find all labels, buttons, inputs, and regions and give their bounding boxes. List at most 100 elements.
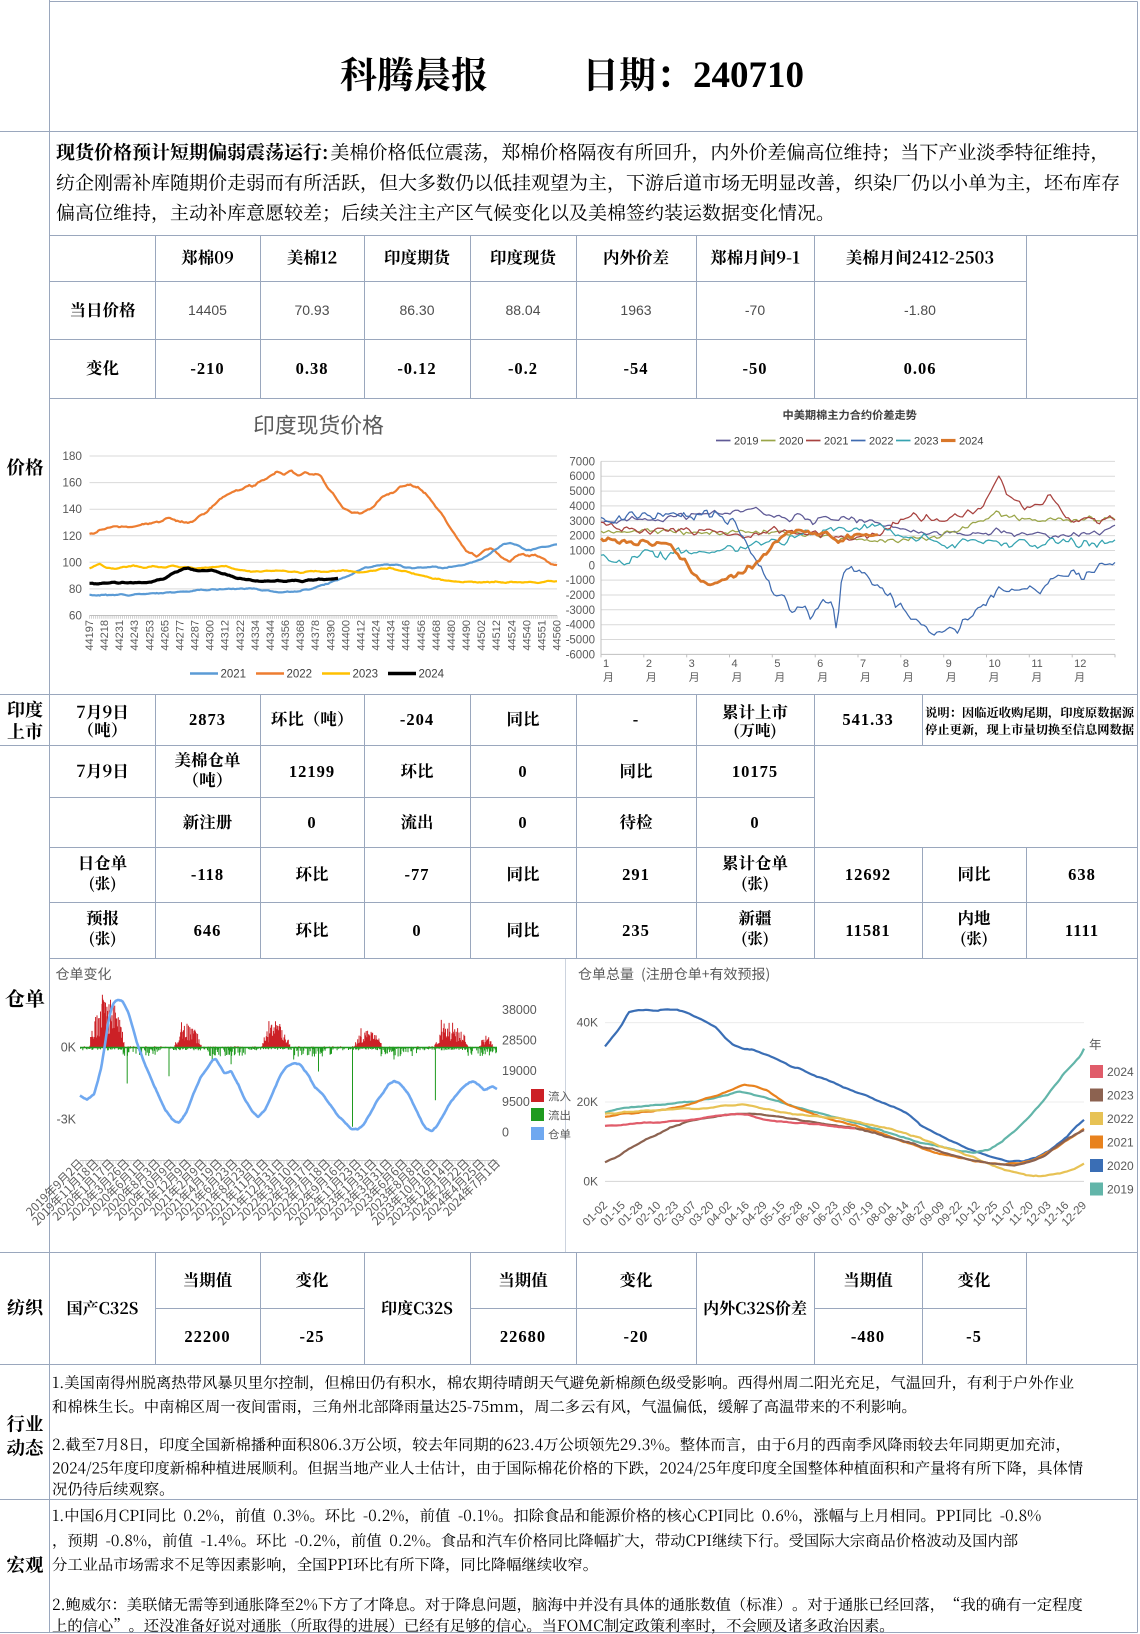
svg-text:5: 5 bbox=[774, 658, 780, 670]
svg-text:6: 6 bbox=[817, 658, 823, 670]
svg-text:4: 4 bbox=[732, 658, 738, 670]
svg-text:2020: 2020 bbox=[779, 436, 803, 448]
svg-text:44378: 44378 bbox=[310, 620, 322, 651]
svg-text:44322: 44322 bbox=[235, 620, 247, 651]
svg-text:-3000: -3000 bbox=[566, 605, 595, 617]
svg-text:-: - bbox=[633, 710, 640, 729]
svg-text:0: 0 bbox=[750, 813, 759, 832]
svg-text:7000: 7000 bbox=[569, 456, 595, 468]
svg-text:0: 0 bbox=[307, 813, 316, 832]
svg-text:-50: -50 bbox=[743, 359, 768, 378]
svg-text:2024: 2024 bbox=[419, 669, 445, 681]
svg-text:180: 180 bbox=[62, 449, 82, 463]
svg-text:12: 12 bbox=[1074, 658, 1086, 670]
svg-text:44312: 44312 bbox=[220, 620, 232, 651]
svg-text:6000: 6000 bbox=[569, 471, 595, 483]
svg-text:-25: -25 bbox=[300, 1327, 325, 1346]
svg-text:-480: -480 bbox=[851, 1327, 885, 1346]
svg-text:44368: 44368 bbox=[295, 620, 307, 651]
svg-text:5000: 5000 bbox=[569, 486, 595, 498]
svg-text:0: 0 bbox=[412, 921, 421, 940]
svg-text:120: 120 bbox=[62, 529, 82, 543]
svg-text:541.33: 541.33 bbox=[842, 710, 893, 729]
svg-text:60: 60 bbox=[69, 609, 83, 623]
svg-text:70.93: 70.93 bbox=[294, 302, 329, 318]
svg-text:1111: 1111 bbox=[1065, 921, 1099, 940]
svg-text:20K: 20K bbox=[577, 1095, 598, 1109]
svg-text:80: 80 bbox=[69, 582, 83, 596]
svg-text:44480: 44480 bbox=[446, 620, 458, 651]
svg-text:646: 646 bbox=[194, 921, 222, 940]
svg-text:-1.80: -1.80 bbox=[904, 302, 936, 318]
svg-text:44344: 44344 bbox=[265, 620, 277, 651]
svg-text:44490: 44490 bbox=[461, 620, 473, 651]
svg-text:0: 0 bbox=[518, 813, 527, 832]
svg-text:4000: 4000 bbox=[569, 501, 595, 513]
svg-text:7: 7 bbox=[860, 658, 866, 670]
svg-text:160: 160 bbox=[62, 476, 82, 490]
svg-text:2021: 2021 bbox=[824, 436, 848, 448]
svg-text:44243: 44243 bbox=[129, 620, 141, 651]
svg-text:14405: 14405 bbox=[188, 302, 227, 318]
svg-text:-118: -118 bbox=[191, 865, 224, 884]
svg-text:1963: 1963 bbox=[620, 302, 651, 318]
svg-text:44456: 44456 bbox=[416, 620, 428, 651]
svg-text:44560: 44560 bbox=[552, 620, 564, 651]
svg-text:-6000: -6000 bbox=[566, 649, 595, 661]
svg-text:44390: 44390 bbox=[325, 620, 337, 651]
svg-text:-5000: -5000 bbox=[566, 635, 595, 647]
svg-text:44231: 44231 bbox=[114, 620, 126, 651]
svg-text:2: 2 bbox=[646, 658, 652, 670]
svg-text:100: 100 bbox=[62, 555, 82, 569]
svg-text:44265: 44265 bbox=[159, 620, 171, 651]
svg-text:-0.12: -0.12 bbox=[397, 359, 436, 378]
svg-text:0K: 0K bbox=[583, 1174, 598, 1188]
svg-text:12199: 12199 bbox=[289, 762, 335, 781]
svg-text:1000: 1000 bbox=[569, 545, 595, 557]
svg-text:0.38: 0.38 bbox=[296, 359, 329, 378]
svg-text:40K: 40K bbox=[577, 1016, 598, 1030]
svg-text:2023: 2023 bbox=[353, 669, 379, 681]
svg-text:19000: 19000 bbox=[502, 1064, 537, 1078]
svg-text:2023: 2023 bbox=[1107, 1089, 1134, 1103]
svg-text:2022: 2022 bbox=[287, 669, 313, 681]
svg-text:0: 0 bbox=[502, 1126, 509, 1140]
svg-text:9: 9 bbox=[946, 658, 952, 670]
svg-text:0: 0 bbox=[589, 560, 595, 572]
svg-text:0: 0 bbox=[518, 762, 527, 781]
svg-text:-2000: -2000 bbox=[566, 590, 595, 602]
svg-text:44356: 44356 bbox=[280, 620, 292, 651]
svg-text:638: 638 bbox=[1068, 865, 1096, 884]
svg-text:11: 11 bbox=[1031, 658, 1042, 670]
svg-text:44551: 44551 bbox=[536, 620, 548, 651]
svg-text:0K: 0K bbox=[61, 1041, 77, 1055]
svg-text:28500: 28500 bbox=[502, 1034, 537, 1048]
svg-text:44400: 44400 bbox=[340, 620, 352, 651]
svg-text:44412: 44412 bbox=[355, 620, 367, 651]
svg-text:44524: 44524 bbox=[506, 620, 518, 651]
svg-text:140: 140 bbox=[62, 502, 82, 516]
svg-text:44277: 44277 bbox=[174, 620, 186, 651]
svg-text:2873: 2873 bbox=[189, 710, 226, 729]
svg-text:2021: 2021 bbox=[1107, 1136, 1134, 1150]
svg-text:44253: 44253 bbox=[144, 620, 156, 651]
svg-text:44502: 44502 bbox=[476, 620, 488, 651]
svg-text:1: 1 bbox=[603, 658, 609, 670]
svg-text:-204: -204 bbox=[400, 710, 434, 729]
svg-text:22200: 22200 bbox=[184, 1327, 230, 1346]
svg-text:2023: 2023 bbox=[914, 436, 938, 448]
svg-text:-20: -20 bbox=[624, 1327, 649, 1346]
svg-text:2020: 2020 bbox=[1107, 1159, 1134, 1173]
svg-text:44300: 44300 bbox=[205, 620, 217, 651]
svg-text:44512: 44512 bbox=[491, 620, 503, 651]
svg-text:-70: -70 bbox=[745, 302, 765, 318]
svg-text:-0.2: -0.2 bbox=[508, 359, 538, 378]
svg-text:-1000: -1000 bbox=[566, 575, 595, 587]
svg-text:8: 8 bbox=[903, 658, 909, 670]
svg-text:44287: 44287 bbox=[190, 620, 202, 651]
svg-text:44197: 44197 bbox=[84, 620, 96, 651]
svg-text:44218: 44218 bbox=[99, 620, 111, 651]
svg-text:-3K: -3K bbox=[57, 1113, 77, 1127]
svg-text:2022: 2022 bbox=[869, 436, 893, 448]
svg-text:2019: 2019 bbox=[734, 436, 758, 448]
